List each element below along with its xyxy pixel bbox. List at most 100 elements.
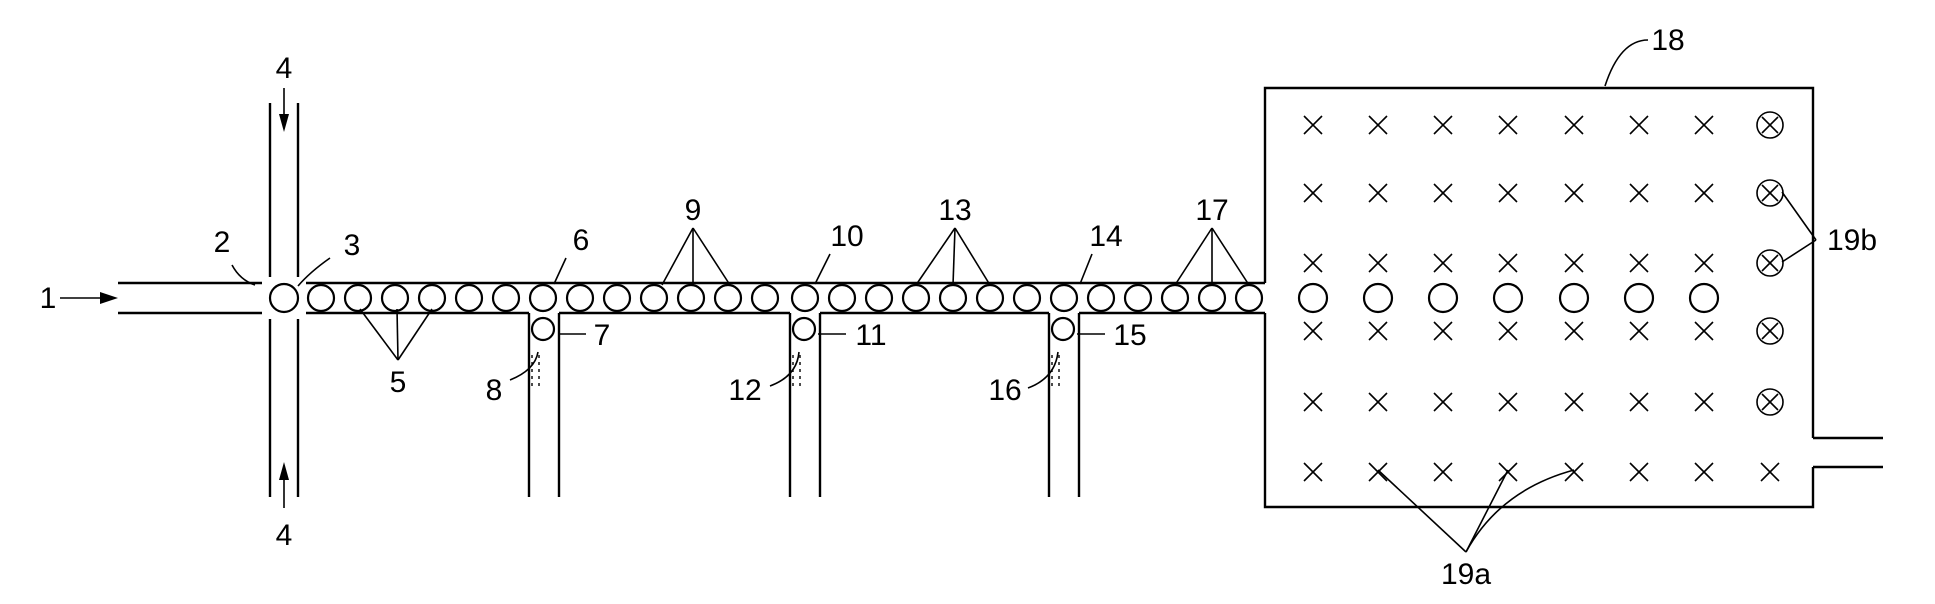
- branch-2-droplet: [793, 318, 815, 340]
- cross-mark: [1499, 254, 1517, 272]
- leader-19a-c: [1466, 470, 1574, 552]
- cross-mark: [1695, 184, 1713, 202]
- chamber-droplet: [1690, 284, 1718, 312]
- cross-mark: [1304, 463, 1322, 481]
- leader-19b-a: [1782, 192, 1816, 240]
- cross-mark: [1499, 184, 1517, 202]
- cross-mark: [1369, 463, 1387, 481]
- branch-3-droplet: [1052, 318, 1074, 340]
- cross-mark: [1304, 393, 1322, 411]
- droplet: [493, 285, 519, 311]
- cross-mark: [1434, 254, 1452, 272]
- droplet: [1088, 285, 1114, 311]
- droplet: [1162, 285, 1188, 311]
- leader-6: [554, 258, 566, 284]
- leader-17-a: [1175, 228, 1212, 285]
- cross-mark: [1630, 322, 1648, 340]
- leader-5-a: [360, 309, 398, 360]
- cross-mark: [1695, 116, 1713, 134]
- droplet: [641, 285, 667, 311]
- leader-19a-b: [1466, 470, 1508, 552]
- cross-mark: [1304, 254, 1322, 272]
- cross-mark: [1695, 393, 1713, 411]
- cross-mark: [1499, 393, 1517, 411]
- droplet: [752, 285, 778, 311]
- droplet: [1014, 285, 1040, 311]
- leader-9-a: [662, 228, 693, 285]
- label-13: 13: [938, 194, 971, 227]
- cross-mark: [1434, 463, 1452, 481]
- flow-arrows: [60, 88, 289, 508]
- cross-mark: [1434, 184, 1452, 202]
- cross-mark: [1630, 184, 1648, 202]
- droplet-at-junction: [270, 284, 298, 312]
- leader-16: [1028, 352, 1058, 388]
- cross-mark: [1369, 393, 1387, 411]
- leader-5-c: [398, 309, 432, 360]
- channel-droplets: [270, 284, 1262, 312]
- label-12: 12: [728, 374, 761, 407]
- label-19b: 19b: [1827, 224, 1877, 257]
- bottom-arrow-head: [279, 462, 289, 480]
- cross-mark: [1434, 393, 1452, 411]
- leader-13-c: [955, 228, 990, 285]
- label-19a: 19a: [1441, 558, 1491, 591]
- cross-mark: [1369, 322, 1387, 340]
- cross-mark: [1565, 393, 1583, 411]
- droplet: [678, 285, 704, 311]
- branch-1-droplet: [532, 318, 554, 340]
- cross-mark: [1695, 254, 1713, 272]
- droplet: [382, 285, 408, 311]
- cross-mark: [1565, 254, 1583, 272]
- cross-mark: [1369, 116, 1387, 134]
- label-11: 11: [855, 319, 886, 352]
- droplet: [1199, 285, 1225, 311]
- leader-10: [815, 254, 830, 284]
- cross-mark: [1369, 254, 1387, 272]
- cross-mark: [1630, 254, 1648, 272]
- cross-mark: [1434, 116, 1452, 134]
- label-16: 16: [988, 374, 1021, 407]
- label-8: 8: [486, 374, 503, 407]
- cross-mark: [1499, 322, 1517, 340]
- cross-mark: [1695, 463, 1713, 481]
- cross-mark: [1761, 463, 1779, 481]
- label-3: 3: [344, 229, 361, 262]
- chamber-droplet: [1560, 284, 1588, 312]
- top-arrow-head: [279, 114, 289, 132]
- droplet: [866, 285, 892, 311]
- label-17: 17: [1195, 194, 1228, 227]
- cross-mark: [1630, 116, 1648, 134]
- leader-9-c: [693, 228, 730, 285]
- leader-13-a: [916, 228, 955, 285]
- label-5: 5: [390, 366, 407, 399]
- leader-14: [1080, 254, 1092, 284]
- droplet: [419, 285, 445, 311]
- droplet: [829, 285, 855, 311]
- droplet: [456, 285, 482, 311]
- leader-13-b: [953, 228, 955, 285]
- chamber-droplet: [1299, 284, 1327, 312]
- droplet: [345, 285, 371, 311]
- leader-19a-a: [1378, 470, 1466, 552]
- chamber-wall-bottom: [1265, 313, 1813, 507]
- cross-mark: [1630, 393, 1648, 411]
- cross-mark: [1434, 322, 1452, 340]
- chamber-droplet: [1625, 284, 1653, 312]
- chamber-droplet: [1494, 284, 1522, 312]
- cross-mark: [1630, 463, 1648, 481]
- leader-8: [510, 352, 538, 380]
- label-1: 1: [40, 282, 57, 315]
- droplet: [977, 285, 1003, 311]
- label-10: 10: [830, 220, 863, 253]
- chamber-wall-top: [1265, 88, 1813, 438]
- cross-mark: [1304, 184, 1322, 202]
- leader-12: [770, 352, 799, 386]
- cross-mark: [1565, 116, 1583, 134]
- cross-mark: [1499, 116, 1517, 134]
- label-9: 9: [685, 194, 702, 227]
- droplet: [604, 285, 630, 311]
- leader-18: [1605, 40, 1648, 86]
- branch-droplets: [532, 318, 1074, 340]
